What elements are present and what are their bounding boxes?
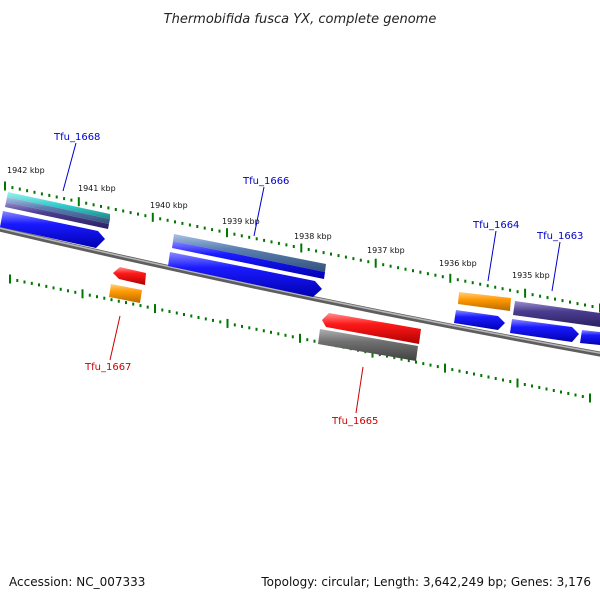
genome-summary-text: Topology: circular; Length: 3,642,249 bp… [260,575,591,589]
gene-label-tfu1664[interactable]: Tfu_1664 [472,220,519,231]
forward-strand-features [0,192,600,345]
feature-orange-bar-1664[interactable] [458,292,511,311]
feature-gray-bar-1665[interactable] [318,329,418,361]
reverse-strand-features [109,267,421,361]
leader-tfu1667 [109,315,121,361]
gene-labels: Tfu_1668 Tfu_1666 Tfu_1664 Tfu_1663 Tfu_… [53,132,583,427]
leader-tfu1663 [551,241,561,292]
gene-label-tfu1663[interactable]: Tfu_1663 [536,231,583,242]
gene-arrow-tfu1668[interactable] [0,211,105,248]
tick-label-1936: 1936 kbp [439,259,477,268]
tick-label-1941: 1941 kbp [78,184,116,193]
gene-arrow-tfu1663[interactable] [510,319,579,342]
gene-label-tfu1667[interactable]: Tfu_1667 [84,362,131,373]
tick-label-1940: 1940 kbp [150,201,188,210]
gene-label-tfu1666[interactable]: Tfu_1666 [242,176,289,187]
genome-backbone [0,226,600,357]
leader-tfu1666 [253,186,265,237]
kbp-tick-labels: 1942 kbp 1941 kbp 1940 kbp 1939 kbp 1938… [7,166,550,280]
accession-text: Accession: NC_007333 [9,575,145,589]
gene-arrow-tfu1666[interactable] [168,252,322,297]
feature-orange-bar-1667[interactable] [109,284,142,303]
leader-tfu1665 [355,366,364,414]
map-title: Thermobifida fusca YX, complete genome [164,12,437,27]
tick-label-1937: 1937 kbp [367,246,405,255]
feature-steel-bar[interactable] [6,197,110,224]
feature-purple-bar-1663[interactable] [513,301,600,327]
gene-label-tfu1668[interactable]: Tfu_1668 [53,132,100,143]
tick-label-1939: 1939 kbp [222,217,260,226]
tick-label-1935: 1935 kbp [512,271,550,280]
leader-tfu1668 [62,142,77,192]
gene-arrow-tfu1664[interactable] [454,310,505,330]
tick-label-1938: 1938 kbp [294,232,332,241]
outer-tick-track [4,181,600,313]
label-leaders [62,142,561,414]
leader-tfu1664 [487,230,497,282]
gene-arrow-next[interactable] [580,330,600,345]
gene-arrow-tfu1665[interactable] [322,313,421,344]
gene-arrow-tfu1667[interactable] [113,267,146,285]
feature-teal-bar[interactable] [7,192,110,219]
feature-purple-bar[interactable] [5,202,109,229]
genome-backbone-highlight [0,227,600,354]
gene-label-tfu1665[interactable]: Tfu_1665 [331,416,378,427]
feature-blue-bar-1666[interactable] [172,241,325,279]
tick-label-1942: 1942 kbp [7,166,45,175]
feature-steel-bar-1666[interactable] [173,234,326,272]
